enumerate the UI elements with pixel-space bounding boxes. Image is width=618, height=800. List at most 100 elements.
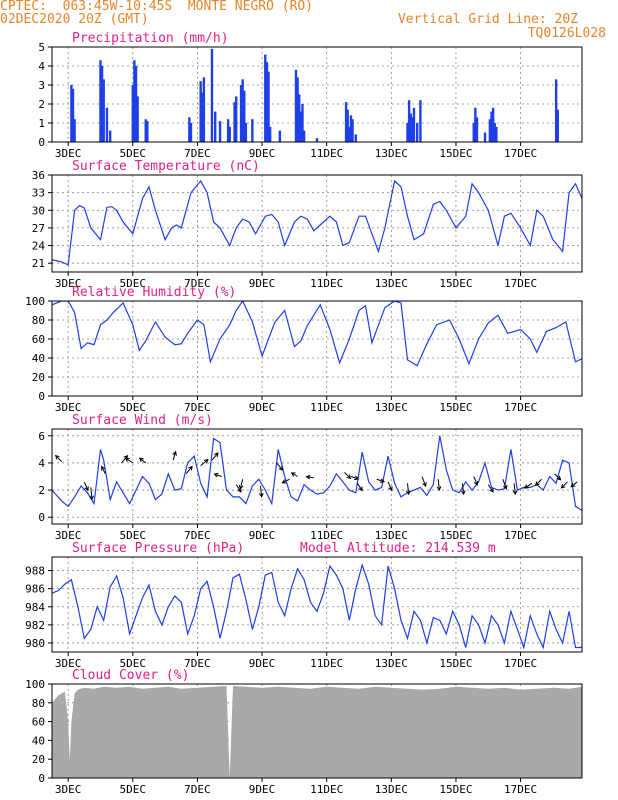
header-line1-right: Vertical Grid Line: 20Z: [397, 12, 578, 27]
precip-bar: [243, 90, 246, 142]
x-tick-label: 17DEC: [504, 147, 537, 160]
y-tick-label: 0: [38, 136, 45, 149]
precip-bar: [134, 66, 138, 142]
precip-bar: [241, 79, 244, 142]
wind-arrow: [406, 483, 410, 495]
x-tick-label: 5DEC: [120, 401, 147, 414]
x-tick-label: 17DEC: [504, 657, 537, 670]
precip-bar: [218, 121, 222, 142]
precip-bar: [344, 102, 348, 142]
y-tick-label: 4: [38, 60, 45, 73]
precip-bar: [265, 62, 269, 143]
precip-bar: [146, 121, 149, 142]
x-tick-label: 3DEC: [55, 783, 82, 796]
wind-arrow: [461, 483, 465, 495]
wind-arrow: [101, 466, 106, 475]
panel-frame: [51, 46, 583, 143]
y-tick-label: 33: [32, 187, 45, 200]
wind-arrow-head: [54, 454, 60, 460]
panel-frame: [51, 300, 583, 397]
precip-bar: [233, 102, 236, 142]
wind-arrow-head: [512, 490, 518, 496]
wind-arrow-head: [379, 478, 385, 483]
wind-arrow: [502, 479, 507, 489]
precip-bar: [199, 81, 202, 142]
wind-arrow-head: [238, 484, 244, 490]
panel-frame: [51, 556, 583, 653]
x-tick-label: 5DEC: [120, 529, 147, 542]
x-tick-label: 17DEC: [504, 783, 537, 796]
precip-bar: [554, 79, 558, 142]
wind-arrow: [200, 459, 209, 467]
y-tick-label: 40: [32, 734, 45, 747]
wind-arrow: [235, 484, 242, 493]
panel-title: Surface Wind (m/s): [72, 413, 213, 428]
x-tick-label: 3DEC: [55, 529, 82, 542]
y-tick-label: 80: [32, 314, 45, 327]
x-tick-label: 15DEC: [439, 783, 472, 796]
wind-arrow-head: [346, 474, 352, 480]
series-line: [52, 563, 582, 650]
x-tick-label: 7DEC: [184, 529, 211, 542]
wind-arrow: [376, 478, 385, 483]
wind-arrow: [139, 457, 147, 464]
precip-bar: [493, 123, 496, 142]
series-line: [52, 179, 582, 266]
precip-bar: [133, 60, 136, 142]
wind-arrow: [55, 455, 63, 462]
wind-arrow: [387, 481, 393, 491]
wind-arrow: [473, 476, 478, 486]
x-tick-label: 7DEC: [184, 401, 211, 414]
precip-bar: [419, 100, 422, 142]
wind-arrow: [121, 455, 128, 464]
wind-arrow-head: [214, 452, 219, 458]
precip-bar: [302, 130, 306, 142]
precip-bar: [294, 69, 298, 142]
wind-arrow-head: [237, 487, 242, 493]
x-tick-label: 7DEC: [184, 277, 211, 290]
wind-arrow: [570, 481, 578, 488]
precip-bar: [354, 134, 357, 142]
panel-frame: [51, 428, 583, 525]
wind-arrow-head: [89, 495, 94, 501]
wind-arrow: [83, 481, 89, 491]
precip-bar: [472, 123, 475, 142]
wind-arrow-head: [172, 450, 177, 456]
precip-bar: [349, 115, 353, 142]
wind-arrow: [487, 484, 494, 493]
precip-bar: [348, 126, 351, 142]
wind-arrow-head: [188, 465, 193, 471]
wind-arrow: [306, 476, 314, 479]
header-line2-right: TQ0126L028: [527, 26, 606, 41]
x-tick-label: 11DEC: [310, 529, 343, 542]
precip-bar: [202, 77, 206, 142]
x-tick-label: 9DEC: [249, 277, 276, 290]
precip-bar: [346, 109, 349, 142]
precip-bar: [264, 54, 267, 142]
x-tick-label: 15DEC: [439, 147, 472, 160]
wind-arrow-head: [523, 484, 529, 489]
x-tick-label: 5DEC: [120, 783, 147, 796]
precip-bar: [268, 126, 272, 142]
cloud-area: [52, 685, 582, 778]
wind-arrow-head: [405, 490, 411, 496]
wind-arrow-head: [213, 472, 219, 478]
precip-bar: [102, 79, 105, 142]
x-tick-label: 9DEC: [249, 783, 276, 796]
wind-arrow-head: [305, 474, 311, 480]
precip-bar: [491, 107, 495, 142]
wind-arrow: [239, 479, 244, 489]
y-tick-label: 3: [38, 79, 45, 92]
precip-bar: [235, 96, 238, 142]
wind-arrow-head: [436, 486, 442, 492]
precip-bar: [411, 117, 414, 142]
x-tick-label: 17DEC: [504, 529, 537, 542]
y-tick-label: 0: [38, 772, 45, 785]
precip-bar: [298, 94, 301, 142]
precip-bar: [136, 96, 139, 142]
x-tick-label: 15DEC: [439, 657, 472, 670]
precip-bar: [201, 92, 204, 142]
precip-bar: [415, 123, 419, 142]
y-tick-label: 984: [25, 601, 45, 614]
precip-bar: [483, 132, 487, 142]
